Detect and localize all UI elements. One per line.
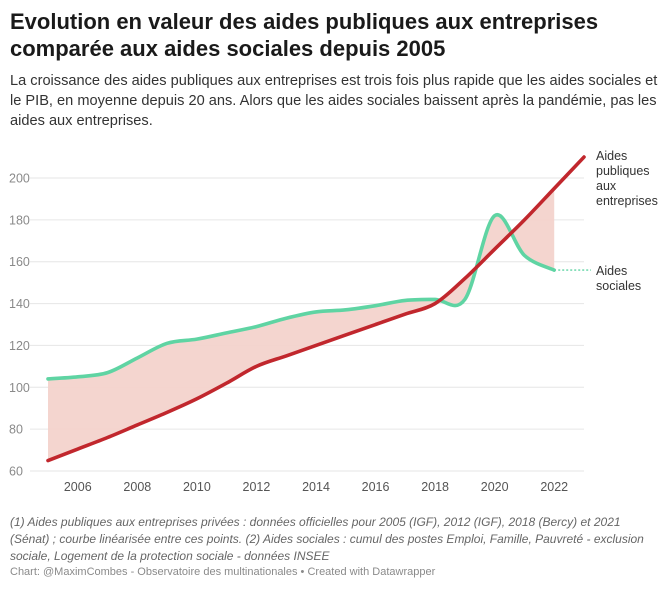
y-tick-label: 60 xyxy=(9,465,23,479)
y-tick-label: 80 xyxy=(9,423,23,437)
x-tick-label: 2006 xyxy=(64,480,92,494)
y-axis: 60 80 100 120 140 160 180 200 xyxy=(9,172,30,479)
series-label-line: publiques xyxy=(596,164,650,178)
series-line-aides-sociales xyxy=(46,213,557,381)
difference-area xyxy=(48,188,555,461)
series-label-line: Aides xyxy=(596,149,627,163)
y-tick-label: 180 xyxy=(9,213,30,227)
x-axis: 2006 2008 2010 2012 2014 2016 2018 2020 2022 xyxy=(64,480,568,494)
chart-notes: (1) Aides publiques aux entreprises priv… xyxy=(10,515,644,563)
y-tick-label: 140 xyxy=(9,297,30,311)
x-tick-label: 2022 xyxy=(540,480,568,494)
series-label-line: sociales xyxy=(596,279,641,293)
y-tick-label: 160 xyxy=(9,255,30,269)
series-label-line: Aides xyxy=(596,264,627,278)
y-tick-label: 120 xyxy=(9,339,30,353)
difference-area-fill xyxy=(48,188,555,461)
series-label-line: aux xyxy=(596,179,617,193)
x-tick-label: 2012 xyxy=(243,480,271,494)
x-tick-label: 2016 xyxy=(362,480,390,494)
x-tick-label: 2010 xyxy=(183,480,211,494)
series-label-aides-entreprises: Aides publiques aux entreprises xyxy=(596,149,658,208)
y-tick-label: 200 xyxy=(9,172,30,186)
x-tick-label: 2008 xyxy=(123,480,151,494)
chart-subtitle: La croissance des aides publiques aux en… xyxy=(10,73,658,129)
y-tick-label: 100 xyxy=(9,381,30,395)
series-label-line: entreprises xyxy=(596,194,658,208)
series-line-aides-entreprises xyxy=(46,155,586,463)
x-tick-label: 2014 xyxy=(302,480,330,494)
chart-title: Evolution en valeur des aides publiques … xyxy=(10,9,599,61)
chart-credit: Chart: @MaximCombes - Observatoire des m… xyxy=(10,566,436,578)
x-tick-label: 2018 xyxy=(421,480,449,494)
series-lines xyxy=(46,155,591,463)
x-tick-label: 2020 xyxy=(481,480,509,494)
series-label-aides-sociales: Aides sociales xyxy=(596,264,641,293)
